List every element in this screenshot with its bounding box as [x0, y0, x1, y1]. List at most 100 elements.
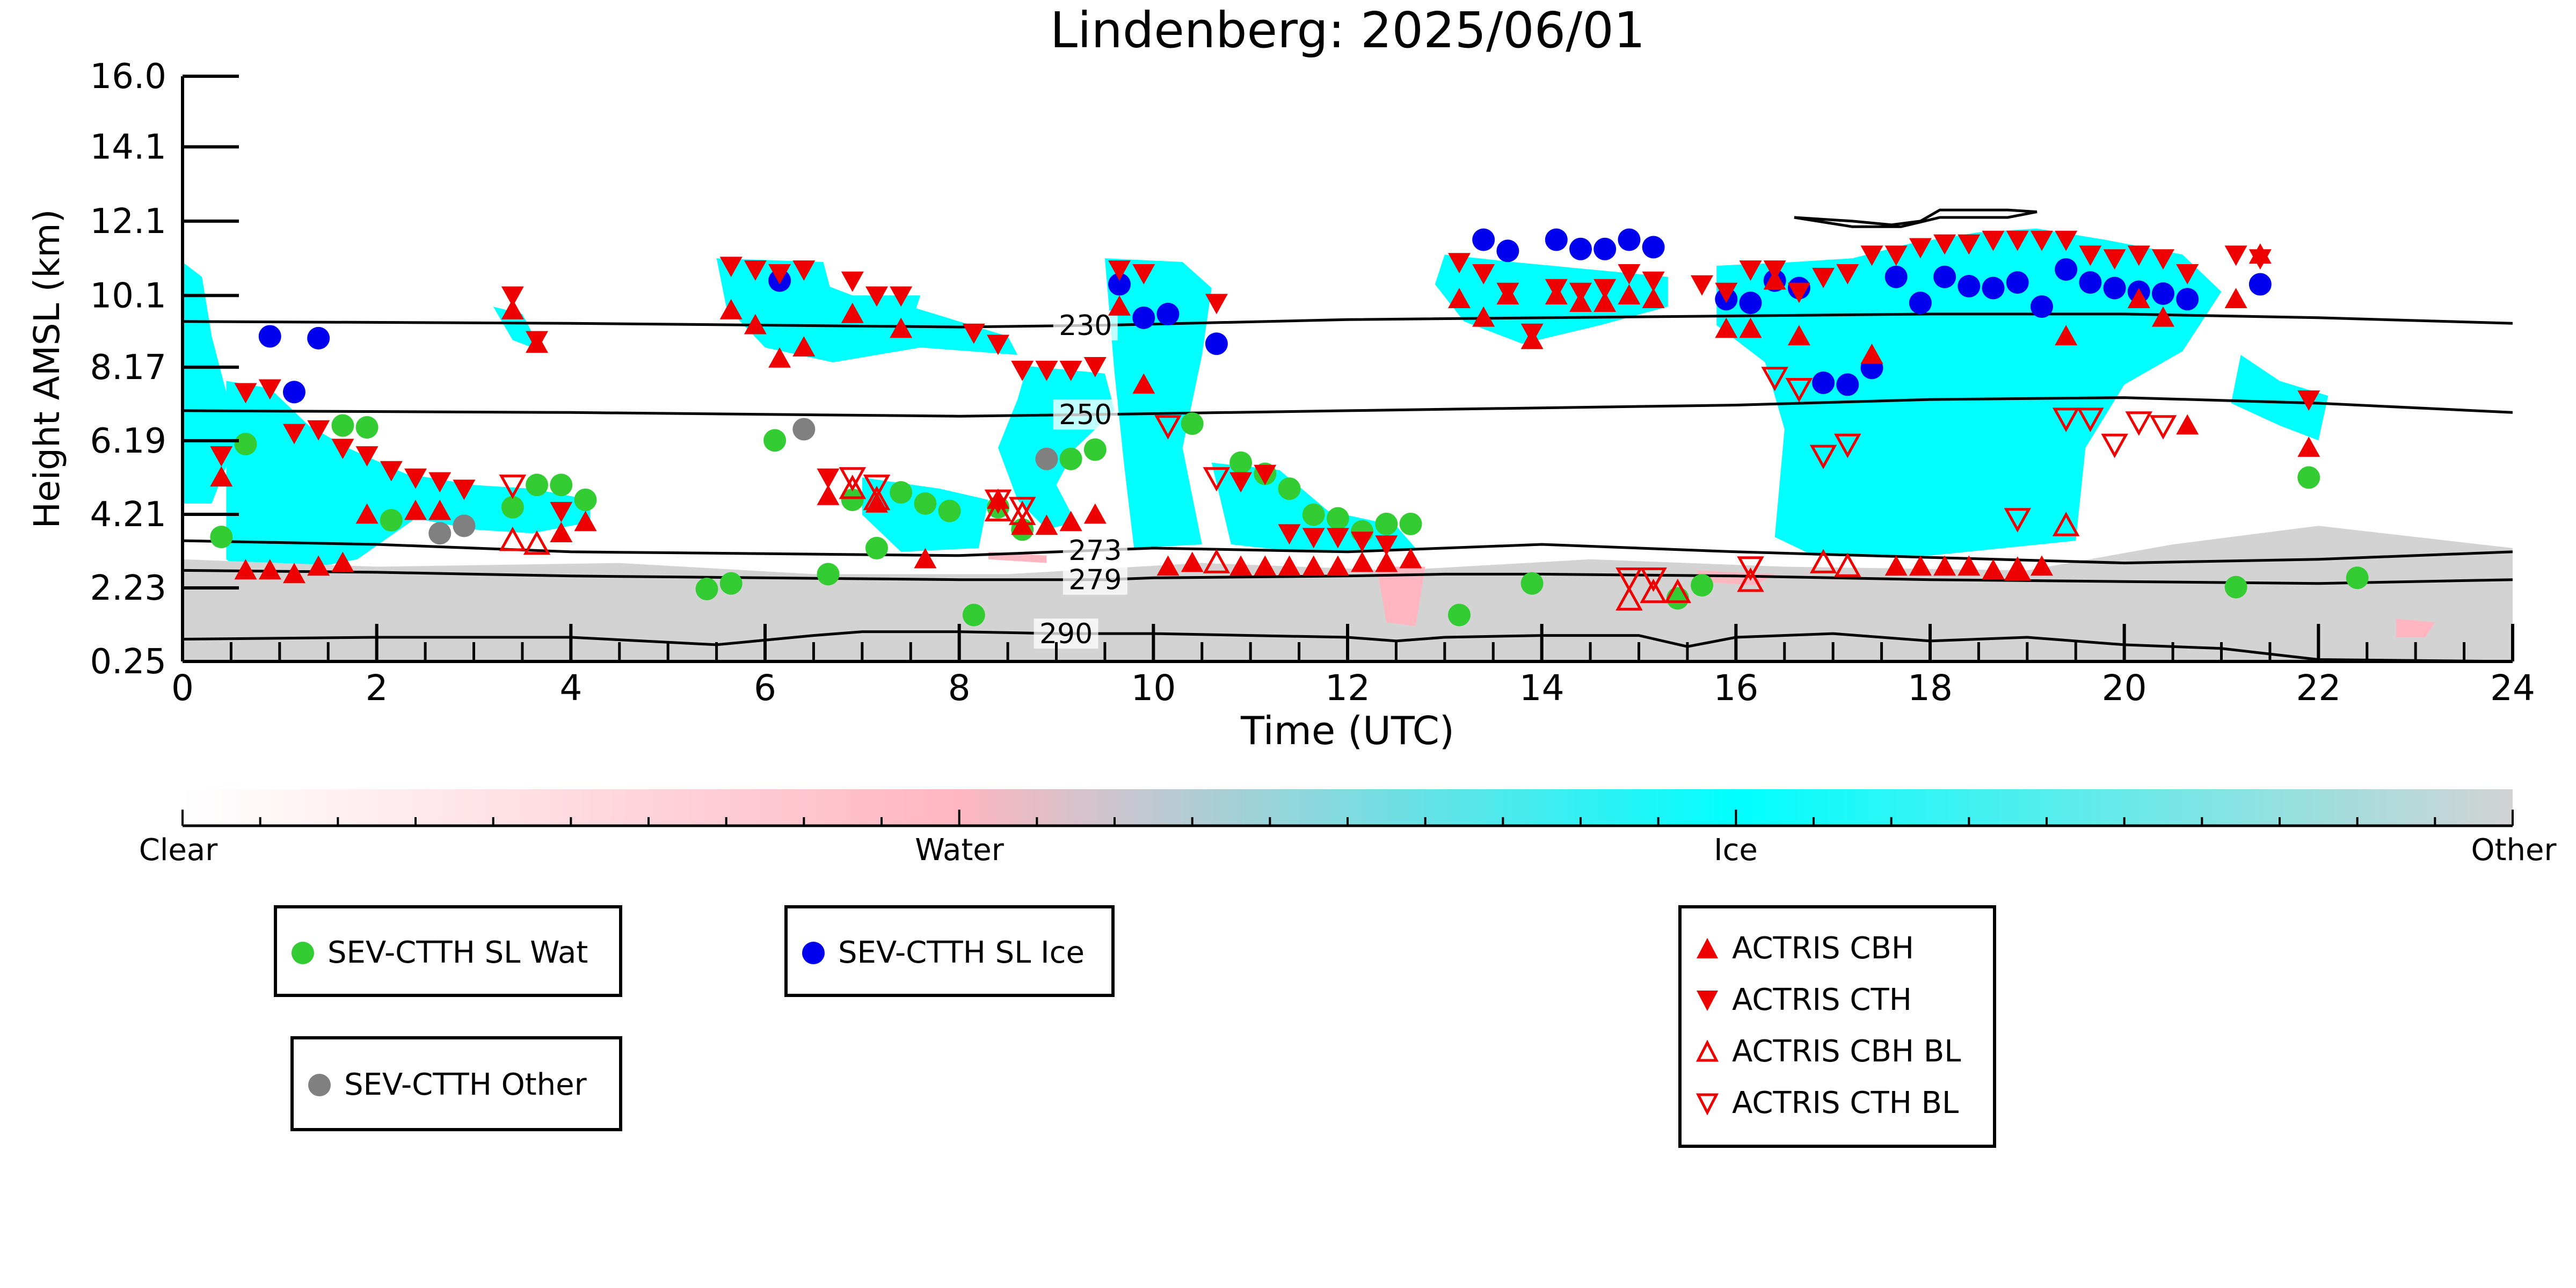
- colorbar-label-other: Other: [2471, 833, 2557, 868]
- contour-12km: [1794, 208, 2037, 228]
- marker-sev-ctth-sl-ice: [1593, 237, 1617, 260]
- marker-actris-cth-bl: [499, 475, 527, 499]
- marker-sev-ctth-sl-wat: [962, 603, 985, 627]
- marker-sev-ctth-sl-ice: [1884, 265, 1908, 288]
- marker-actris-cth-bl: [1785, 378, 1813, 403]
- marker-actris-cth: [1569, 282, 1592, 303]
- cloud-patch-ice: [1104, 258, 1212, 548]
- legend-label: ACTRIS CBH: [1732, 931, 1915, 966]
- marker-sev-ctth-sl-wat: [1181, 412, 1204, 435]
- y-tick-label: 14.1: [90, 127, 167, 167]
- marker-actris-cth: [1278, 524, 1301, 545]
- marker-actris-cth: [501, 286, 524, 307]
- marker-sev-ctth-sl-ice: [2103, 276, 2126, 300]
- gray-circle-marker-icon: [308, 1073, 331, 1096]
- x-tick-label: 6: [754, 667, 776, 709]
- marker-actris-cth-bl: [2101, 433, 2128, 459]
- marker-actris-cth-bl: [2052, 407, 2080, 432]
- isotherm-label: 290: [1039, 618, 1093, 650]
- marker-sev-ctth-sl-ice: [2006, 271, 2029, 294]
- marker-actris-cth: [404, 468, 427, 489]
- marker-sev-ctth-sl-ice: [1958, 275, 1981, 298]
- marker-sev-ctth-sl-wat: [234, 433, 257, 456]
- marker-actris-cth: [1520, 323, 1544, 344]
- marker-actris-cth-bl: [2004, 508, 2032, 533]
- marker-sev-ctth-sl-ice: [1496, 239, 1519, 263]
- marker-actris-cth: [744, 260, 767, 281]
- filled-triangle-down-icon: [1697, 990, 1718, 1011]
- marker-actris-cth: [768, 264, 791, 285]
- marker-sev-ctth-sl-wat: [1326, 507, 1349, 530]
- legend-label: SEV-CTTH Other: [344, 1067, 587, 1102]
- marker-sev-ctth-sl-wat: [380, 509, 403, 532]
- marker-actris-cbh: [1375, 551, 1398, 572]
- marker-actris-cbh: [1278, 555, 1301, 576]
- legend-sev-wat: SEV-CTTH SL Wat: [274, 905, 622, 997]
- marker-sev-ctth-sl-ice: [1618, 228, 1641, 251]
- marker-actris-cbh: [258, 559, 281, 580]
- y-tick-label: 16.0: [90, 57, 167, 97]
- marker-sev-ctth-sl-ice: [1812, 371, 1835, 394]
- marker-actris-cbh: [2224, 288, 2247, 308]
- marker-actris-cbh: [2055, 325, 2078, 346]
- x-tick-label: 16: [1713, 667, 1758, 709]
- marker-actris-cth: [1958, 234, 1981, 255]
- marker-actris-cth: [987, 334, 1009, 355]
- isotherm-label: 250: [1059, 399, 1112, 431]
- marker-actris-cth-bl: [1616, 567, 1643, 592]
- marker-sev-ctth-sl-ice: [2248, 273, 2272, 296]
- marker-actris-cbh: [1083, 503, 1107, 524]
- marker-actris-cth: [1763, 260, 1786, 281]
- isotherm-label-bg: [1034, 618, 1098, 649]
- marker-actris-cth: [1909, 238, 1932, 259]
- marker-actris-cbh-bl: [1203, 549, 1231, 573]
- hollow-triangle-up-icon: [1695, 1039, 1719, 1061]
- cloud-patch-ice: [183, 262, 227, 504]
- marker-sev-ctth-sl-wat: [695, 578, 718, 601]
- marker-actris-cbh: [1593, 292, 1617, 312]
- marker-actris-cbh-bl: [1834, 552, 1861, 577]
- marker-sev-ctth-sl-wat: [2297, 466, 2320, 489]
- isotherm-label: 230: [1059, 310, 1112, 342]
- marker-actris-cbh: [841, 302, 864, 323]
- marker-sev-ctth-sl-wat: [355, 416, 379, 439]
- marker-actris-cbh: [2031, 555, 2053, 576]
- x-tick-label: 2: [366, 667, 388, 709]
- cloud-patch-ice: [813, 280, 921, 325]
- marker-actris-cbh: [210, 466, 233, 487]
- isotherm-230: [183, 312, 2513, 329]
- marker-actris-cth-bl: [1640, 567, 1667, 592]
- marker-sev-ctth-sl-wat: [1229, 451, 1253, 474]
- colorbar: Clear Water Ice Other: [139, 789, 2557, 868]
- marker-sev-ctth-sl-ice: [1108, 273, 1131, 296]
- marker-actris-cbh-bl: [499, 526, 527, 551]
- marker-sev-ctth-sl-wat: [1447, 603, 1471, 627]
- marker-sev-ctth-sl-wat: [1399, 512, 1422, 535]
- legend-sev-ice: SEV-CTTH SL Ice: [784, 905, 1115, 997]
- marker-sev-ctth-sl-wat: [841, 488, 864, 511]
- y-tick-label: 8.17: [90, 348, 167, 388]
- marker-actris-cbh: [1933, 555, 1956, 576]
- marker-actris-cth: [962, 323, 985, 344]
- marker-actris-cth-bl: [984, 489, 1012, 514]
- marker-actris-cbh: [1472, 306, 1495, 327]
- marker-actris-cth: [2055, 230, 2078, 251]
- marker-sev-ctth-sl-ice: [1909, 292, 1932, 315]
- x-tick-label: 8: [948, 667, 971, 709]
- marker-actris-cth: [1933, 234, 1956, 255]
- marker-sev-ctth-sl-wat: [1520, 572, 1544, 595]
- marker-actris-cth: [1860, 245, 1883, 266]
- marker-actris-cth: [1642, 271, 1665, 292]
- marker-actris-cth: [1545, 279, 1568, 300]
- marker-sev-ctth-sl-ice: [1472, 228, 1495, 251]
- marker-sev-ctth-sl-ice: [2030, 295, 2053, 318]
- isotherm-label-bg: [1053, 399, 1118, 430]
- marker-actris-cth: [1496, 282, 1519, 303]
- marker-actris-cth: [1108, 260, 1131, 281]
- marker-actris-cbh-bl: [2052, 512, 2080, 536]
- marker-sev-ctth-sl-ice: [1545, 228, 1568, 251]
- x-tick-label: 10: [1131, 667, 1176, 709]
- marker-sev-ctth-sl-wat: [763, 429, 787, 452]
